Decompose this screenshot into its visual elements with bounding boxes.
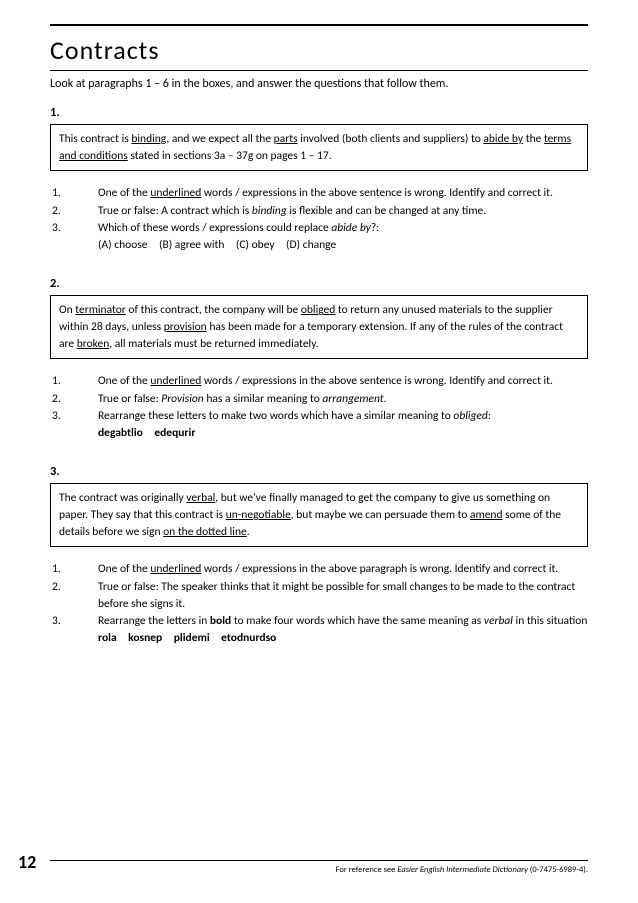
question-row: 3.Rearrange the letters in bold to make … bbox=[52, 613, 588, 630]
question-text: True or false: Provision has a similar m… bbox=[98, 391, 588, 408]
question-number: 3. bbox=[52, 220, 98, 237]
question-row: 1.One of the underlined words / expressi… bbox=[52, 561, 588, 578]
question-number: 2. bbox=[52, 391, 98, 408]
footer-reference: For reference see Easier English Interme… bbox=[336, 865, 588, 875]
question-text: True or false: The speaker thinks that i… bbox=[98, 579, 588, 614]
question-sub: degabtlio edequrir bbox=[98, 425, 588, 442]
top-rule bbox=[50, 24, 588, 26]
question-list: 1.One of the underlined words / expressi… bbox=[52, 373, 588, 442]
section-number: 2. bbox=[50, 276, 588, 291]
question-number: 1. bbox=[52, 373, 98, 390]
question-sub: rola kosnep plidemi etodnurdso bbox=[98, 630, 588, 647]
question-text: Rearrange these letters to make two word… bbox=[98, 408, 588, 425]
sections-container: 1. This contract is binding, and we expec… bbox=[50, 105, 588, 648]
question-number: 2. bbox=[52, 579, 98, 614]
question-row: 3.Rearrange these letters to make two wo… bbox=[52, 408, 588, 425]
question-text: Which of these words / expressions could… bbox=[98, 220, 588, 237]
section-number: 3. bbox=[50, 464, 588, 479]
question-text: One of the underlined words / expression… bbox=[98, 561, 588, 578]
question-list: 1.One of the underlined words / expressi… bbox=[52, 561, 588, 647]
title-rule bbox=[50, 70, 588, 71]
question-row: 1.One of the underlined words / expressi… bbox=[52, 373, 588, 390]
question-number: 1. bbox=[52, 185, 98, 202]
question-number: 3. bbox=[52, 613, 98, 630]
question-row: 2.True or false: Provision has a similar… bbox=[52, 391, 588, 408]
question-number: 1. bbox=[52, 561, 98, 578]
question-text: One of the underlined words / expression… bbox=[98, 185, 588, 202]
page-title: Contracts bbox=[50, 34, 588, 66]
question-text: One of the underlined words / expression… bbox=[98, 373, 588, 390]
question-number: 3. bbox=[52, 408, 98, 425]
question-row: 1.One of the underlined words / expressi… bbox=[52, 185, 588, 202]
question-row: 3.Which of these words / expressions cou… bbox=[52, 220, 588, 237]
page-content: Contracts Look at paragraphs 1 – 6 in th… bbox=[0, 0, 638, 648]
page-number: 12 bbox=[18, 851, 36, 873]
bottom-rule bbox=[50, 860, 588, 861]
question-row: 2.True or false: The speaker thinks that… bbox=[52, 579, 588, 614]
section-number: 1. bbox=[50, 105, 588, 120]
question-text: Rearrange the letters in bold to make fo… bbox=[98, 613, 588, 630]
question-sub: (A) choose (B) agree with (C) obey (D) c… bbox=[98, 237, 588, 254]
question-text: True or false: A contract which is bindi… bbox=[98, 203, 588, 220]
intro-text: Look at paragraphs 1 – 6 in the boxes, a… bbox=[50, 77, 588, 91]
paragraph-box: The contract was originally verbal, but … bbox=[50, 483, 588, 547]
question-number: 2. bbox=[52, 203, 98, 220]
paragraph-box: This contract is binding, and we expect … bbox=[50, 124, 588, 171]
paragraph-box: On terminator of this contract, the comp… bbox=[50, 295, 588, 359]
question-row: 2.True or false: A contract which is bin… bbox=[52, 203, 588, 220]
question-list: 1.One of the underlined words / expressi… bbox=[52, 185, 588, 254]
